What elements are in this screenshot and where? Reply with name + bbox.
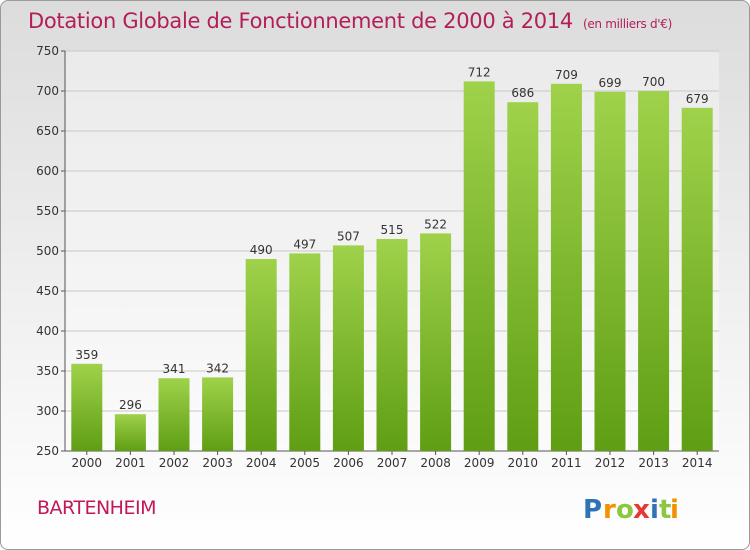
data-label-2013: 700 (642, 75, 665, 89)
data-label-2005: 497 (293, 237, 316, 251)
y-tick-label: 450 (36, 284, 59, 298)
data-label-2003: 342 (206, 361, 229, 375)
bar-2005 (289, 253, 321, 451)
data-label-2006: 507 (337, 229, 360, 243)
data-label-2000: 359 (75, 348, 98, 362)
x-tick-label-2006: 2006 (333, 456, 364, 470)
y-tick-label: 700 (36, 84, 59, 98)
logo-letter: r (603, 495, 616, 525)
bar-2012 (594, 91, 626, 452)
y-tick-label: 650 (36, 124, 59, 138)
logo-letter: i (650, 495, 659, 525)
bar-2011 (550, 83, 582, 452)
x-tick-label-2009: 2009 (464, 456, 495, 470)
x-tick-label-2010: 2010 (508, 456, 539, 470)
x-tick-label-2014: 2014 (682, 456, 713, 470)
data-label-2001: 296 (119, 398, 142, 412)
x-tick-label-2012: 2012 (595, 456, 626, 470)
x-tick-label-2001: 2001 (115, 456, 146, 470)
y-tick-label: 550 (36, 204, 59, 218)
bar-2006 (332, 245, 364, 451)
y-tick-label: 500 (36, 244, 59, 258)
bar-2003 (202, 377, 234, 451)
y-tick-label: 300 (36, 404, 59, 418)
bar-2002 (158, 378, 190, 451)
bar-2001 (114, 414, 146, 451)
data-label-2008: 522 (424, 217, 447, 231)
x-tick-label-2011: 2011 (551, 456, 582, 470)
data-label-2009: 712 (468, 65, 491, 79)
x-tick-label-2013: 2013 (638, 456, 669, 470)
bar-2014 (681, 107, 713, 452)
logo-letter: t (659, 495, 671, 525)
logo-letter: P (583, 495, 602, 525)
bar-2007 (376, 239, 408, 451)
data-label-2007: 515 (381, 223, 404, 237)
bar-2010 (507, 102, 539, 451)
y-tick-label: 400 (36, 324, 59, 338)
x-tick-label-2000: 2000 (72, 456, 103, 470)
y-tick-label: 750 (36, 44, 59, 58)
data-label-2014: 679 (686, 92, 709, 106)
logo-letter: x (633, 495, 650, 525)
chart-subtitle: (en milliers d'€) (582, 17, 672, 31)
data-label-2002: 341 (163, 362, 186, 376)
data-label-2010: 686 (511, 86, 534, 100)
x-tick-label-2004: 2004 (246, 456, 277, 470)
data-label-2004: 490 (250, 243, 273, 257)
bar-2008 (420, 233, 452, 451)
y-tick-label: 600 (36, 164, 59, 178)
x-tick-label-2005: 2005 (290, 456, 321, 470)
data-label-2011: 709 (555, 68, 578, 82)
bar-2009 (463, 81, 495, 452)
x-tick-label-2003: 2003 (202, 456, 233, 470)
logo-letter: i (670, 495, 679, 525)
x-tick-label-2007: 2007 (377, 456, 408, 470)
y-tick-label: 350 (36, 364, 59, 378)
chart-title: Dotation Globale de Fonctionnement de 20… (28, 9, 672, 33)
bar-2004 (245, 259, 277, 451)
logo-letter: o (616, 495, 634, 525)
commune-name: BARTENHEIM (37, 497, 156, 519)
data-label-2012: 699 (599, 76, 622, 90)
chart-title-text: Dotation Globale de Fonctionnement de 20… (28, 9, 573, 33)
bar-2000 (71, 363, 103, 451)
bar-2013 (638, 91, 670, 451)
x-tick-label-2002: 2002 (159, 456, 190, 470)
y-tick-label: 250 (36, 444, 59, 458)
x-tick-label-2008: 2008 (420, 456, 451, 470)
